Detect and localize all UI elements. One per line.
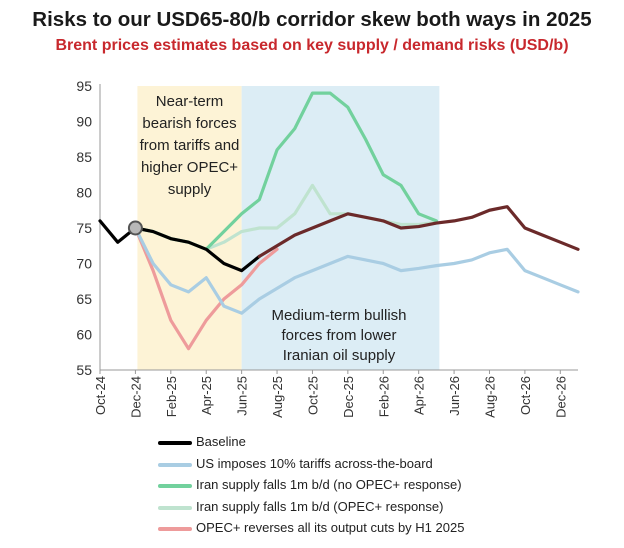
x-tick-label-Feb-25: Feb-25 xyxy=(164,376,179,417)
x-tick-label-Oct-25: Oct-25 xyxy=(305,376,320,415)
legend-swatch-3 xyxy=(158,484,192,488)
y-tick-label-85: 85 xyxy=(76,149,92,165)
legend-item-5: OPEC+ reverses all its output cuts by H1… xyxy=(158,519,598,539)
x-tick-label-Oct-24: Oct-24 xyxy=(93,376,108,415)
chart-subtitle: Brent prices estimates based on key supp… xyxy=(55,37,569,54)
y-tick-label-95: 95 xyxy=(76,78,92,94)
x-tick-label-Oct-26: Oct-26 xyxy=(518,376,533,415)
y-tick-label-90: 90 xyxy=(76,114,92,130)
shaded-region-1 xyxy=(137,86,242,370)
x-tick-label-Jun-25: Jun-25 xyxy=(235,376,250,416)
region-label-2-line-3: Iranian oil supply xyxy=(283,347,396,364)
x-tick-label-Jun-26: Jun-26 xyxy=(447,376,462,416)
legend-item-3: Iran supply falls 1m b/d (no OPEC+ respo… xyxy=(158,476,598,496)
legend-swatch-5 xyxy=(158,527,192,531)
y-tick-label-65: 65 xyxy=(76,291,92,307)
start-marker xyxy=(127,220,143,236)
legend-label-4: Iran supply falls 1m b/d (OPEC+ response… xyxy=(196,498,444,514)
region-label-1-line-4: higher OPEC+ xyxy=(141,159,238,176)
x-tick-label-Aug-26: Aug-26 xyxy=(482,376,497,418)
legend-label-1: Baseline xyxy=(196,434,246,449)
series-line-1 xyxy=(133,226,580,315)
x-tick-label-Feb-26: Feb-26 xyxy=(376,376,391,417)
y-tick-label-75: 75 xyxy=(76,220,92,236)
y-tick-label-70: 70 xyxy=(76,256,92,272)
y-tick-label-80: 80 xyxy=(76,185,92,201)
legend-swatch-2 xyxy=(158,462,192,467)
y-tick-label-60: 60 xyxy=(76,327,92,343)
region-label-1-line-2: bearish forces xyxy=(142,115,236,132)
region-label-2-line-2: forces from lower xyxy=(281,327,396,344)
legend-item-4: Iran supply falls 1m b/d (OPEC+ response… xyxy=(158,498,598,518)
x-tick-label-Dec-24: Dec-24 xyxy=(128,376,143,418)
legend-label-5: OPEC+ reverses all its output cuts by H1… xyxy=(196,520,465,535)
legend-label-2: US imposes 10% tariffs across-the-board xyxy=(196,455,433,471)
legend-swatch-1 xyxy=(158,441,192,445)
series-line-baseline-medium xyxy=(257,205,580,258)
x-tick-label-Aug-25: Aug-25 xyxy=(270,376,285,418)
x-tick-label-Dec-26: Dec-26 xyxy=(553,376,568,418)
legend-label-3: Iran supply falls 1m b/d (no OPEC+ respo… xyxy=(196,477,462,492)
x-tick-label-Apr-26: Apr-26 xyxy=(412,376,427,415)
y-tick-label-55: 55 xyxy=(76,362,92,378)
region-label-1-line-1: Near-term xyxy=(156,93,224,110)
region-label-1-line-5: supply xyxy=(168,181,212,198)
legend-item-1: Baseline xyxy=(158,433,598,453)
region-label-1-line-3: from tariffs and xyxy=(140,137,240,154)
legend-item-2: US imposes 10% tariffs across-the-board xyxy=(158,455,598,475)
chart-title: Risks to our USD65-80/b corridor skew bo… xyxy=(32,8,592,31)
x-tick-label-Apr-25: Apr-25 xyxy=(199,376,214,415)
legend-swatch-4 xyxy=(158,505,192,510)
series-line-4 xyxy=(133,226,279,351)
x-tick-label-Dec-25: Dec-25 xyxy=(341,376,356,418)
series-line-baseline-near xyxy=(98,219,261,273)
region-label-2-line-1: Medium-term bullish xyxy=(271,307,406,324)
